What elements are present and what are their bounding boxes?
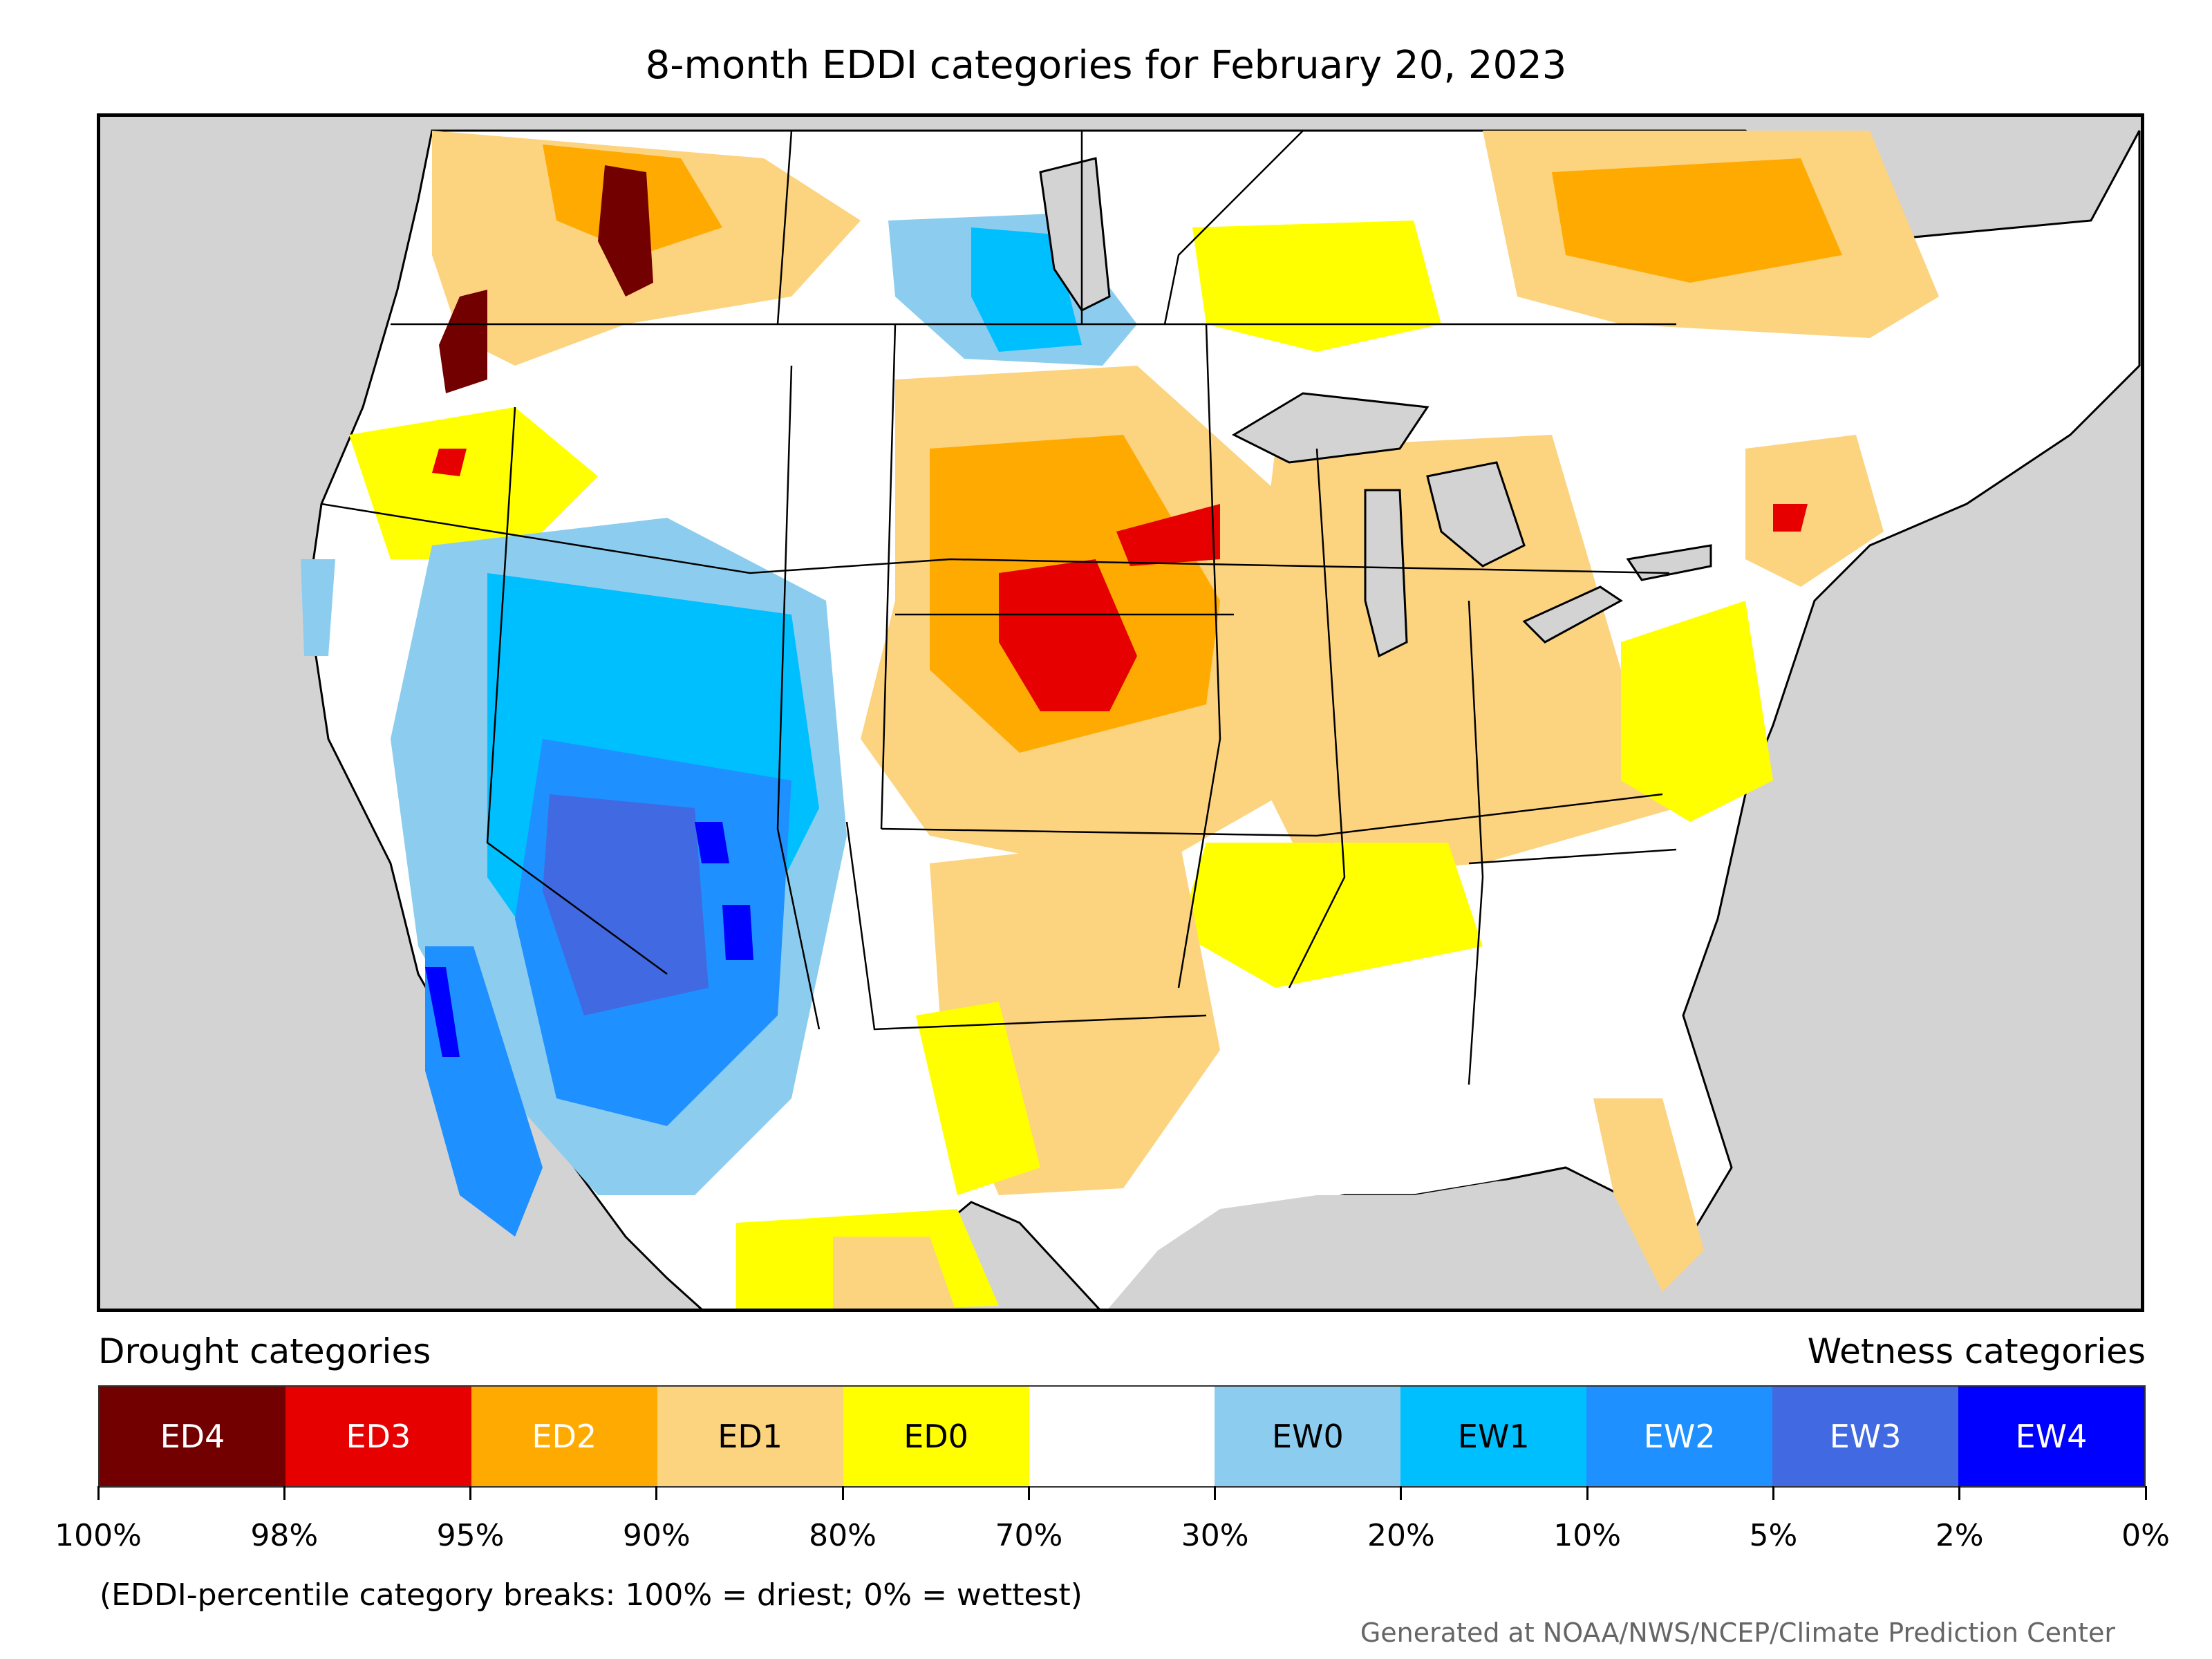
tick-mark — [841, 1486, 844, 1500]
percentile-note: (EDDI-percentile category breaks: 100% =… — [100, 1577, 1082, 1613]
tick-label: 5% — [1749, 1518, 1798, 1553]
eddi-map — [301, 129, 2141, 1309]
legend-cell-ed0: ED0 — [843, 1387, 1029, 1486]
tick-label: 80% — [809, 1518, 877, 1553]
category-colorbar: ED4 ED3 ED2 ED1 ED0 EW0 EW1 EW2 EW3 EW4 — [98, 1385, 2146, 1488]
tick-label: 95% — [436, 1518, 505, 1553]
legend-cell-ew3: EW3 — [1772, 1387, 1959, 1486]
drought-areas — [349, 131, 1939, 1309]
map-title: 8-month EDDI categories for February 20,… — [645, 43, 1567, 88]
wetness-areas — [301, 214, 1137, 1237]
legend-cell-ed2: ED2 — [471, 1387, 657, 1486]
wetness-categories-label: Wetness categories — [1807, 1331, 2146, 1371]
credit-line: Generated at NOAA/NWS/NCEP/Climate Predi… — [1360, 1618, 2115, 1648]
percentile-ticks: 100% 98% 95% 90% 80% 70% 30% 20% 10% 5% 2% 0% — [0, 1486, 2212, 1569]
tick-label: 20% — [1367, 1518, 1435, 1553]
tick-label: 0% — [2121, 1518, 2170, 1553]
drought-categories-label: Drought categories — [98, 1331, 431, 1371]
tick-label: 10% — [1553, 1518, 1622, 1553]
legend-cell-ed3: ED3 — [285, 1387, 471, 1486]
tick-mark — [1214, 1486, 1217, 1500]
tick-mark — [2144, 1486, 2147, 1500]
tick-label: 90% — [622, 1518, 691, 1553]
tick-mark — [1772, 1486, 1774, 1500]
tick-mark — [469, 1486, 472, 1500]
tick-label: 98% — [250, 1518, 319, 1553]
tick-label: 2% — [1935, 1518, 1984, 1553]
legend-cell-normal — [1029, 1387, 1215, 1486]
tick-mark — [1958, 1486, 1961, 1500]
tick-mark — [283, 1486, 285, 1500]
legend-cell-ed4: ED4 — [100, 1387, 285, 1486]
great-lakes — [1039, 157, 1712, 658]
legend-cell-ew4: EW4 — [1958, 1387, 2144, 1486]
tick-label: 100% — [55, 1518, 142, 1553]
tick-mark — [655, 1486, 658, 1500]
tick-mark — [1400, 1486, 1403, 1500]
map-panel — [97, 113, 2144, 1312]
tick-mark — [1586, 1486, 1588, 1500]
tick-mark — [97, 1486, 100, 1500]
tick-label: 30% — [1181, 1518, 1249, 1553]
legend-cell-ew0: EW0 — [1215, 1387, 1401, 1486]
tick-mark — [1027, 1486, 1030, 1500]
legend-cell-ew1: EW1 — [1400, 1387, 1587, 1486]
tick-label: 70% — [995, 1518, 1063, 1553]
legend-cell-ed1: ED1 — [657, 1387, 843, 1486]
state-boundaries — [321, 130, 1677, 1085]
legend-cell-ew2: EW2 — [1586, 1387, 1773, 1486]
gulf-of-mexico — [1108, 1174, 1676, 1309]
